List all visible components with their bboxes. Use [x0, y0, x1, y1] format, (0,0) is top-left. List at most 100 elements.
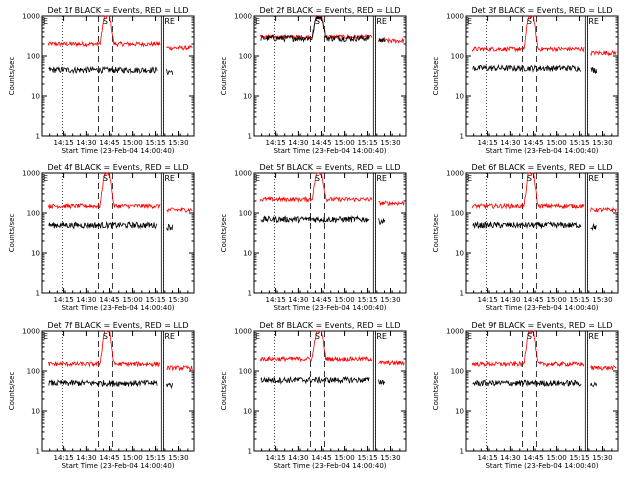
x-tick-label: 14:30 [76, 454, 96, 462]
x-tick-label: 14:15 [265, 139, 285, 147]
x-tick-label: 15:15 [145, 296, 165, 304]
marker-re: RE [588, 332, 599, 341]
x-tick-label: 14:45 [99, 139, 119, 147]
x-axis-label: Start Time (23-Feb-04 14:00:40) [61, 462, 174, 470]
marker-s: S [527, 17, 532, 26]
lld-series-line [259, 172, 373, 203]
lld-series-line [48, 330, 161, 368]
x-axis-label: Start Time (23-Feb-04 14:00:40) [273, 462, 386, 470]
x-axis-label: Start Time (23-Feb-04 14:00:40) [485, 304, 598, 312]
y-tick-label: 1 [248, 290, 252, 298]
x-tick-label: 14:45 [523, 139, 543, 147]
marker-s: S [103, 332, 108, 341]
y-tick-label: 100 [451, 53, 464, 61]
y-tick-label: 100 [27, 53, 40, 61]
x-tick-label: 15:15 [357, 296, 377, 304]
marker-e: E [255, 17, 260, 26]
x-axis-label: Start Time (23-Feb-04 14:00:40) [273, 147, 386, 155]
x-tick-label: 15:00 [122, 139, 142, 147]
panel-title: Det 9f BLACK = Events, RED = LLD [471, 321, 612, 330]
y-tick-label: 1 [36, 290, 40, 298]
y-tick-label: 1 [460, 448, 464, 456]
y-tick-label: 1 [248, 448, 252, 456]
marker-s: S [527, 332, 532, 341]
marker-s: S [103, 174, 108, 183]
x-tick-label: 15:00 [334, 296, 354, 304]
lld-series-line [471, 14, 585, 53]
events-series-line [260, 375, 370, 385]
events-series-line-tail [166, 69, 174, 76]
y-tick-label: 1000 [446, 13, 464, 21]
x-axis-label: Start Time (23-Feb-04 14:00:40) [273, 304, 386, 312]
marker-s: S [315, 17, 320, 26]
events-series-line-tail [590, 222, 597, 231]
x-tick-label: 14:45 [311, 296, 331, 304]
y-tick-label: 100 [239, 210, 252, 218]
panel-title: Det 2f BLACK = Events, RED = LLD [259, 6, 400, 15]
marker-e: E [467, 174, 472, 183]
y-tick-label: 1 [460, 133, 464, 141]
events-series-line [472, 220, 582, 230]
y-tick-label: 10 [243, 93, 252, 101]
y-axis-label: Counts/sec [220, 372, 228, 411]
x-tick-label: 14:45 [311, 454, 331, 462]
marker-e: E [255, 332, 260, 341]
x-tick-label: 14:15 [477, 454, 497, 462]
detector-panel-3 [465, 14, 619, 137]
x-tick-label: 14:15 [53, 139, 73, 147]
marker-e: E [255, 174, 260, 183]
x-tick-label: 15:30 [592, 454, 612, 462]
marker-s: S [527, 174, 532, 183]
lld-series-line-tail [378, 37, 405, 44]
x-tick-label: 14:30 [500, 454, 520, 462]
panel-title: Det 6f BLACK = Events, RED = LLD [471, 163, 612, 172]
x-tick-label: 15:00 [546, 139, 566, 147]
lld-series-line-tail [590, 364, 617, 371]
lld-series-line-tail [166, 206, 193, 214]
detector-panel-9 [465, 329, 619, 452]
y-tick-label: 10 [455, 250, 464, 258]
plot-frame [41, 172, 195, 294]
x-tick-label: 14:15 [53, 454, 73, 462]
y-tick-label: 100 [451, 210, 464, 218]
events-series-line [48, 65, 158, 75]
x-axis-label: Start Time (23-Feb-04 14:00:40) [485, 147, 598, 155]
marker-s: S [315, 332, 320, 341]
y-tick-label: 1000 [22, 170, 40, 178]
marker-re: RE [588, 17, 599, 26]
events-series-line [260, 214, 370, 224]
events-series-line-tail [378, 36, 386, 43]
detector-panel-4 [41, 171, 195, 294]
detector-panel-7 [41, 330, 195, 452]
y-axis-label: Counts/sec [432, 372, 440, 411]
y-tick-label: 100 [239, 53, 252, 61]
x-tick-label: 15:15 [357, 454, 377, 462]
y-tick-label: 10 [31, 408, 40, 416]
x-tick-label: 14:45 [99, 296, 119, 304]
marker-re: RE [164, 332, 175, 341]
x-tick-label: 14:15 [53, 296, 73, 304]
x-tick-label: 14:30 [288, 296, 308, 304]
events-series-line [48, 379, 158, 388]
marker-e: E [43, 332, 48, 341]
events-series-line [260, 15, 370, 43]
x-tick-label: 15:15 [569, 296, 589, 304]
lld-series-line [259, 330, 373, 363]
events-series-line-tail [166, 223, 174, 232]
marker-re: RE [376, 332, 387, 341]
events-series-line [472, 64, 582, 73]
x-tick-label: 15:15 [569, 454, 589, 462]
marker-e: E [467, 17, 472, 26]
plot-frame [465, 15, 619, 137]
marker-s: S [315, 174, 320, 183]
y-tick-label: 1000 [234, 13, 252, 21]
x-tick-label: 15:30 [592, 296, 612, 304]
marker-re: RE [588, 174, 599, 183]
x-tick-label: 14:45 [523, 296, 543, 304]
y-tick-label: 1000 [22, 13, 40, 21]
x-tick-label: 15:15 [145, 139, 165, 147]
plot-frame [465, 330, 619, 452]
panel-title: Det 7f BLACK = Events, RED = LLD [47, 321, 188, 330]
lld-series-line-tail [378, 359, 405, 367]
marker-e: E [43, 174, 48, 183]
